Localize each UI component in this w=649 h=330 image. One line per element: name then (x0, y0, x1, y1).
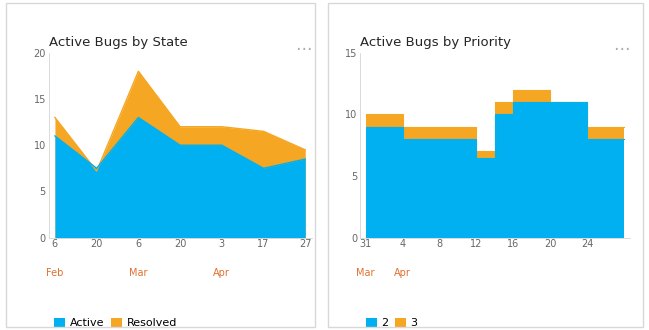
Text: Mar: Mar (356, 268, 375, 278)
Text: ⋯: ⋯ (613, 40, 630, 58)
Legend: 2, 3: 2, 3 (366, 318, 418, 328)
Text: Apr: Apr (394, 268, 411, 278)
Text: Feb: Feb (46, 268, 64, 278)
Text: Apr: Apr (214, 268, 230, 278)
Text: Active Bugs by State: Active Bugs by State (49, 36, 188, 49)
Legend: Active, Resolved: Active, Resolved (55, 318, 177, 328)
Text: ⋯: ⋯ (295, 40, 312, 58)
Text: Active Bugs by Priority: Active Bugs by Priority (360, 36, 511, 49)
Text: Mar: Mar (129, 268, 147, 278)
